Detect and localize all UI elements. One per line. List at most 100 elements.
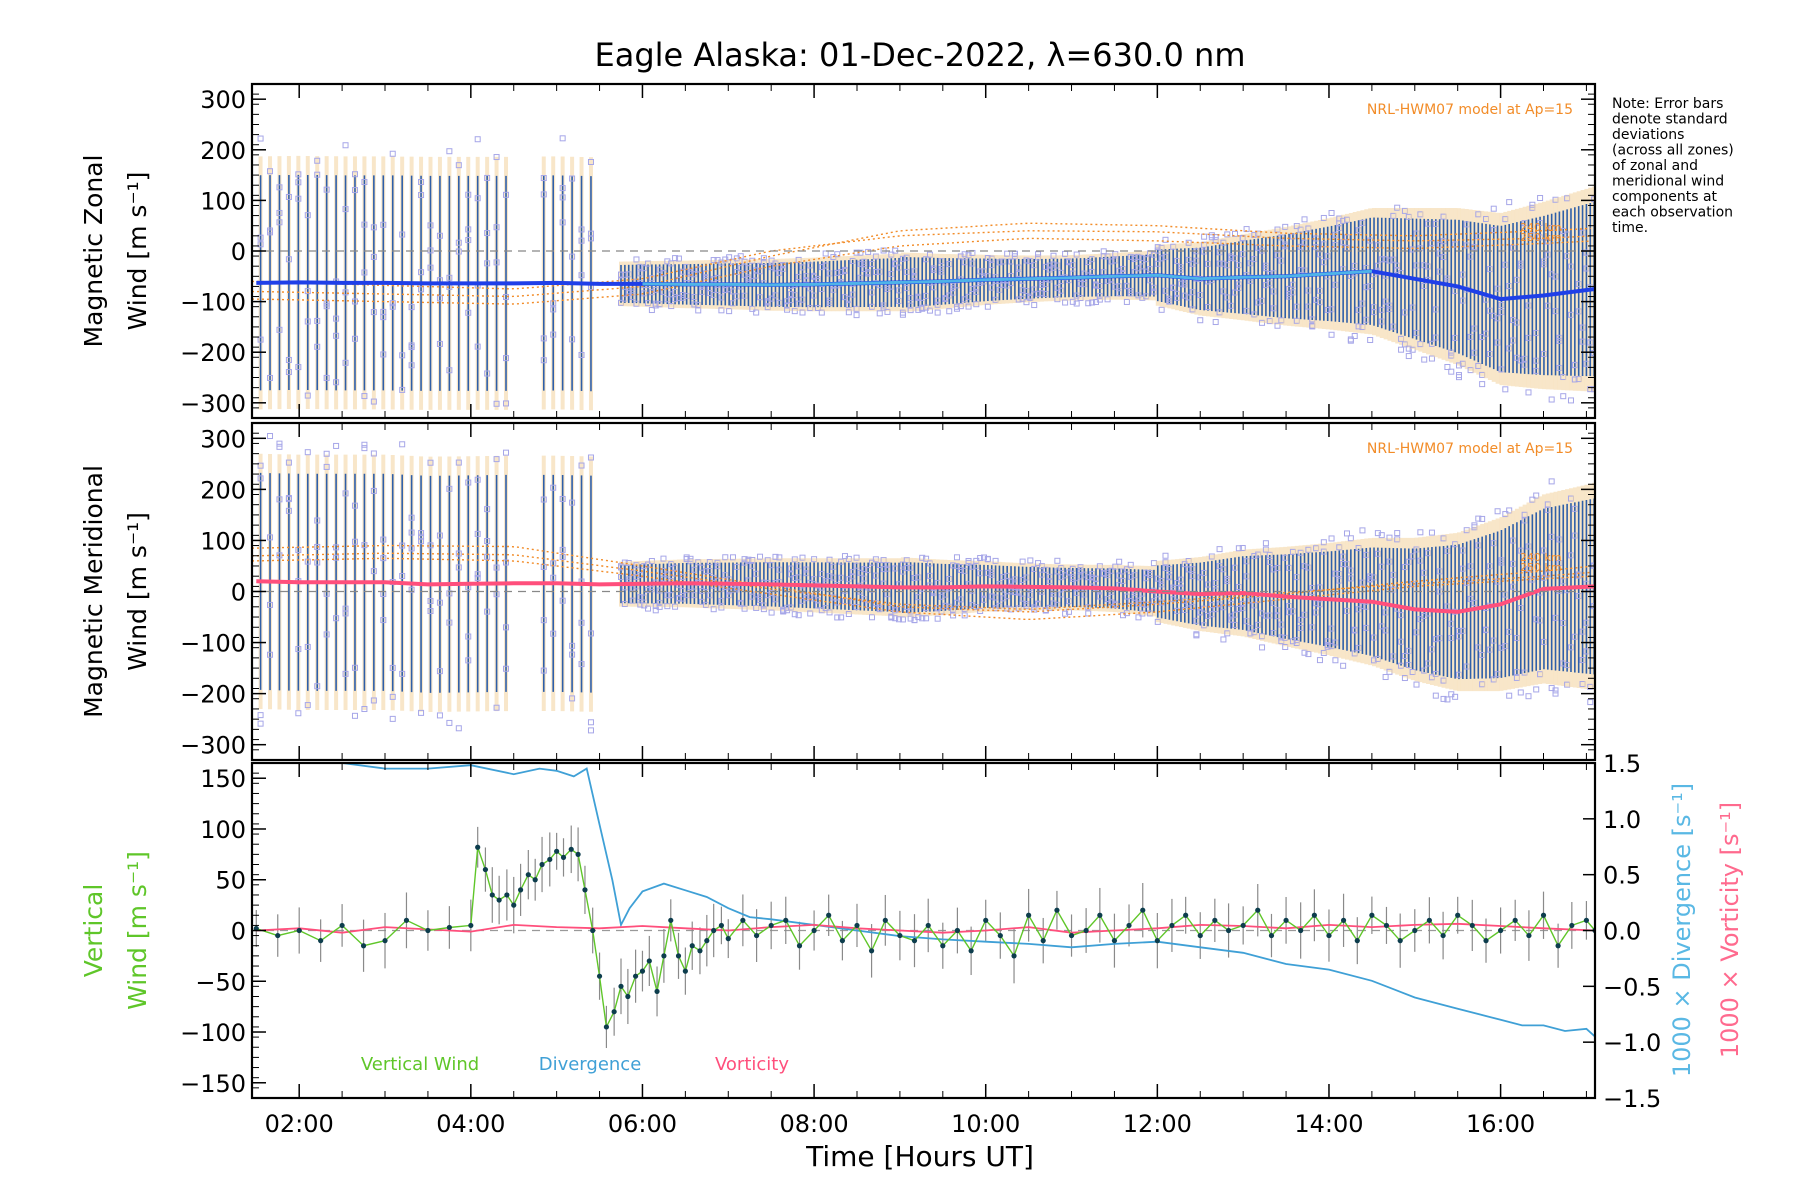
y2-tick-label: −1.0 bbox=[1603, 1029, 1661, 1057]
model-label: NRL-HWM07 model at Ap=15 bbox=[1367, 441, 1573, 457]
y-tick-label: 200 bbox=[200, 137, 246, 165]
vertical-wind-point bbox=[1383, 922, 1390, 929]
vertical-wind-point bbox=[675, 953, 682, 959]
vertical-wind-point bbox=[646, 958, 652, 964]
vertical-wind-point bbox=[682, 968, 688, 974]
vertical-wind-point bbox=[611, 1009, 617, 1015]
x-tick-label: 14:00 bbox=[1294, 1110, 1363, 1138]
vertical-wind-point bbox=[740, 917, 746, 923]
y-axis-label: Wind [m s⁻¹] bbox=[123, 512, 152, 671]
vertical-wind-line bbox=[256, 847, 1595, 1030]
vertical-wind-point bbox=[1298, 927, 1304, 934]
model-altitude-label: 240 km bbox=[1520, 221, 1562, 234]
vertical-wind-point bbox=[1326, 932, 1332, 939]
vertical-wind-point bbox=[1540, 912, 1547, 918]
vertical-wind-point bbox=[1026, 912, 1032, 918]
vertical-wind-point bbox=[275, 932, 281, 939]
vertical-wind-point bbox=[1426, 917, 1432, 923]
vertical-wind-point bbox=[296, 927, 302, 934]
vertical-wind-point bbox=[468, 922, 474, 929]
x-tick-label: 04:00 bbox=[436, 1110, 505, 1138]
model-curve bbox=[252, 230, 1591, 290]
vertical-wind-point bbox=[1197, 932, 1203, 939]
note-line: (across all zones) bbox=[1612, 143, 1734, 159]
vertical-wind-point bbox=[511, 902, 517, 908]
plot-area bbox=[252, 135, 1595, 411]
vertical-wind-point bbox=[339, 922, 345, 929]
legend-vorticity: Vorticity bbox=[715, 1054, 789, 1075]
vertical-wind-point bbox=[590, 927, 596, 934]
vertical-wind-point bbox=[954, 927, 960, 934]
vertical-wind-point bbox=[839, 938, 846, 944]
y-tick-label: −100 bbox=[180, 1019, 246, 1047]
y-axis-label: Wind [m s⁻¹] bbox=[123, 851, 152, 1010]
vertical-wind-point bbox=[768, 922, 774, 929]
y-tick-label: −100 bbox=[180, 289, 246, 317]
vertical-wind-point bbox=[783, 917, 789, 923]
mean-wind-line bbox=[256, 579, 1595, 614]
x-axis-label: Time [Hours UT] bbox=[805, 1140, 1034, 1173]
vertical-wind-point bbox=[854, 922, 860, 929]
note-line: meridional wind bbox=[1612, 174, 1724, 190]
vertical-wind-point bbox=[625, 993, 631, 1000]
vertical-wind-point bbox=[560, 854, 567, 861]
vertical-wind-point bbox=[826, 912, 832, 918]
note-line: denote standard bbox=[1612, 112, 1728, 128]
vertical-wind-point bbox=[882, 917, 888, 923]
note-line: of zonal and bbox=[1612, 158, 1698, 174]
vertical-wind-point bbox=[1569, 922, 1575, 929]
vertical-wind-point bbox=[1268, 932, 1275, 939]
y2-tick-label: 1.5 bbox=[1603, 750, 1641, 778]
vertical-wind-point bbox=[1583, 917, 1590, 923]
vertical-wind-point bbox=[711, 927, 717, 934]
vertical-wind-point bbox=[382, 938, 388, 944]
y-tick-label: 100 bbox=[200, 816, 246, 844]
vertical-wind-point bbox=[475, 844, 481, 850]
y-tick-label: 300 bbox=[200, 425, 246, 453]
vertical-wind-point bbox=[1011, 953, 1017, 959]
vertical-wind-point bbox=[725, 936, 731, 942]
mean-wind-line-light bbox=[642, 269, 1372, 287]
vertical-wind-point bbox=[1498, 927, 1504, 934]
vertical-wind-point bbox=[603, 1024, 610, 1030]
vertical-wind-point bbox=[318, 938, 324, 944]
vertical-wind-point bbox=[425, 927, 431, 934]
vertical-wind-point bbox=[897, 932, 903, 939]
vertical-wind-point bbox=[575, 851, 581, 857]
model-label: NRL-HWM07 model at Ap=15 bbox=[1367, 102, 1573, 118]
vertical-wind-point bbox=[532, 877, 538, 883]
y-tick-label: 100 bbox=[200, 187, 246, 215]
vertical-wind-point bbox=[1111, 938, 1118, 944]
legend-vertical-wind: Vertical Wind bbox=[361, 1054, 479, 1075]
vertical-wind-point bbox=[811, 927, 817, 934]
vertical-wind-point bbox=[496, 897, 502, 903]
vertical-wind-point bbox=[1083, 927, 1089, 934]
vertical-wind-point bbox=[1512, 917, 1518, 923]
note-line: time. bbox=[1612, 220, 1648, 236]
vertical-wind-point bbox=[911, 938, 918, 944]
vertical-wind-point bbox=[446, 924, 452, 931]
vertical-wind-point bbox=[689, 943, 695, 949]
x-tick-label: 08:00 bbox=[780, 1110, 849, 1138]
y-tick-label: 300 bbox=[200, 86, 246, 114]
vertical-wind-point bbox=[718, 922, 725, 929]
model-altitude-label: 240 km bbox=[1520, 551, 1562, 564]
vertical-wind-point bbox=[1469, 922, 1475, 929]
note-line: deviations bbox=[1612, 127, 1684, 143]
vertical-wind-point bbox=[1126, 922, 1132, 929]
vertical-wind-point bbox=[796, 943, 803, 949]
note-line: components at bbox=[1612, 189, 1718, 205]
y-tick-label: −150 bbox=[180, 1070, 246, 1098]
y-tick-label: 100 bbox=[200, 527, 246, 555]
vertical-wind-point bbox=[753, 932, 760, 939]
vertical-wind-point bbox=[1440, 932, 1446, 939]
vertical-wind-point bbox=[1097, 912, 1103, 918]
y2-tick-label: 0.0 bbox=[1603, 918, 1641, 946]
panel-vertical: Vertical Wind Divergence Vorticity 1.5 1.0 0.… bbox=[79, 750, 1744, 1113]
vertical-wind-point bbox=[554, 848, 560, 854]
vertical-wind-point bbox=[403, 917, 410, 923]
vertical-wind-point bbox=[925, 922, 931, 929]
